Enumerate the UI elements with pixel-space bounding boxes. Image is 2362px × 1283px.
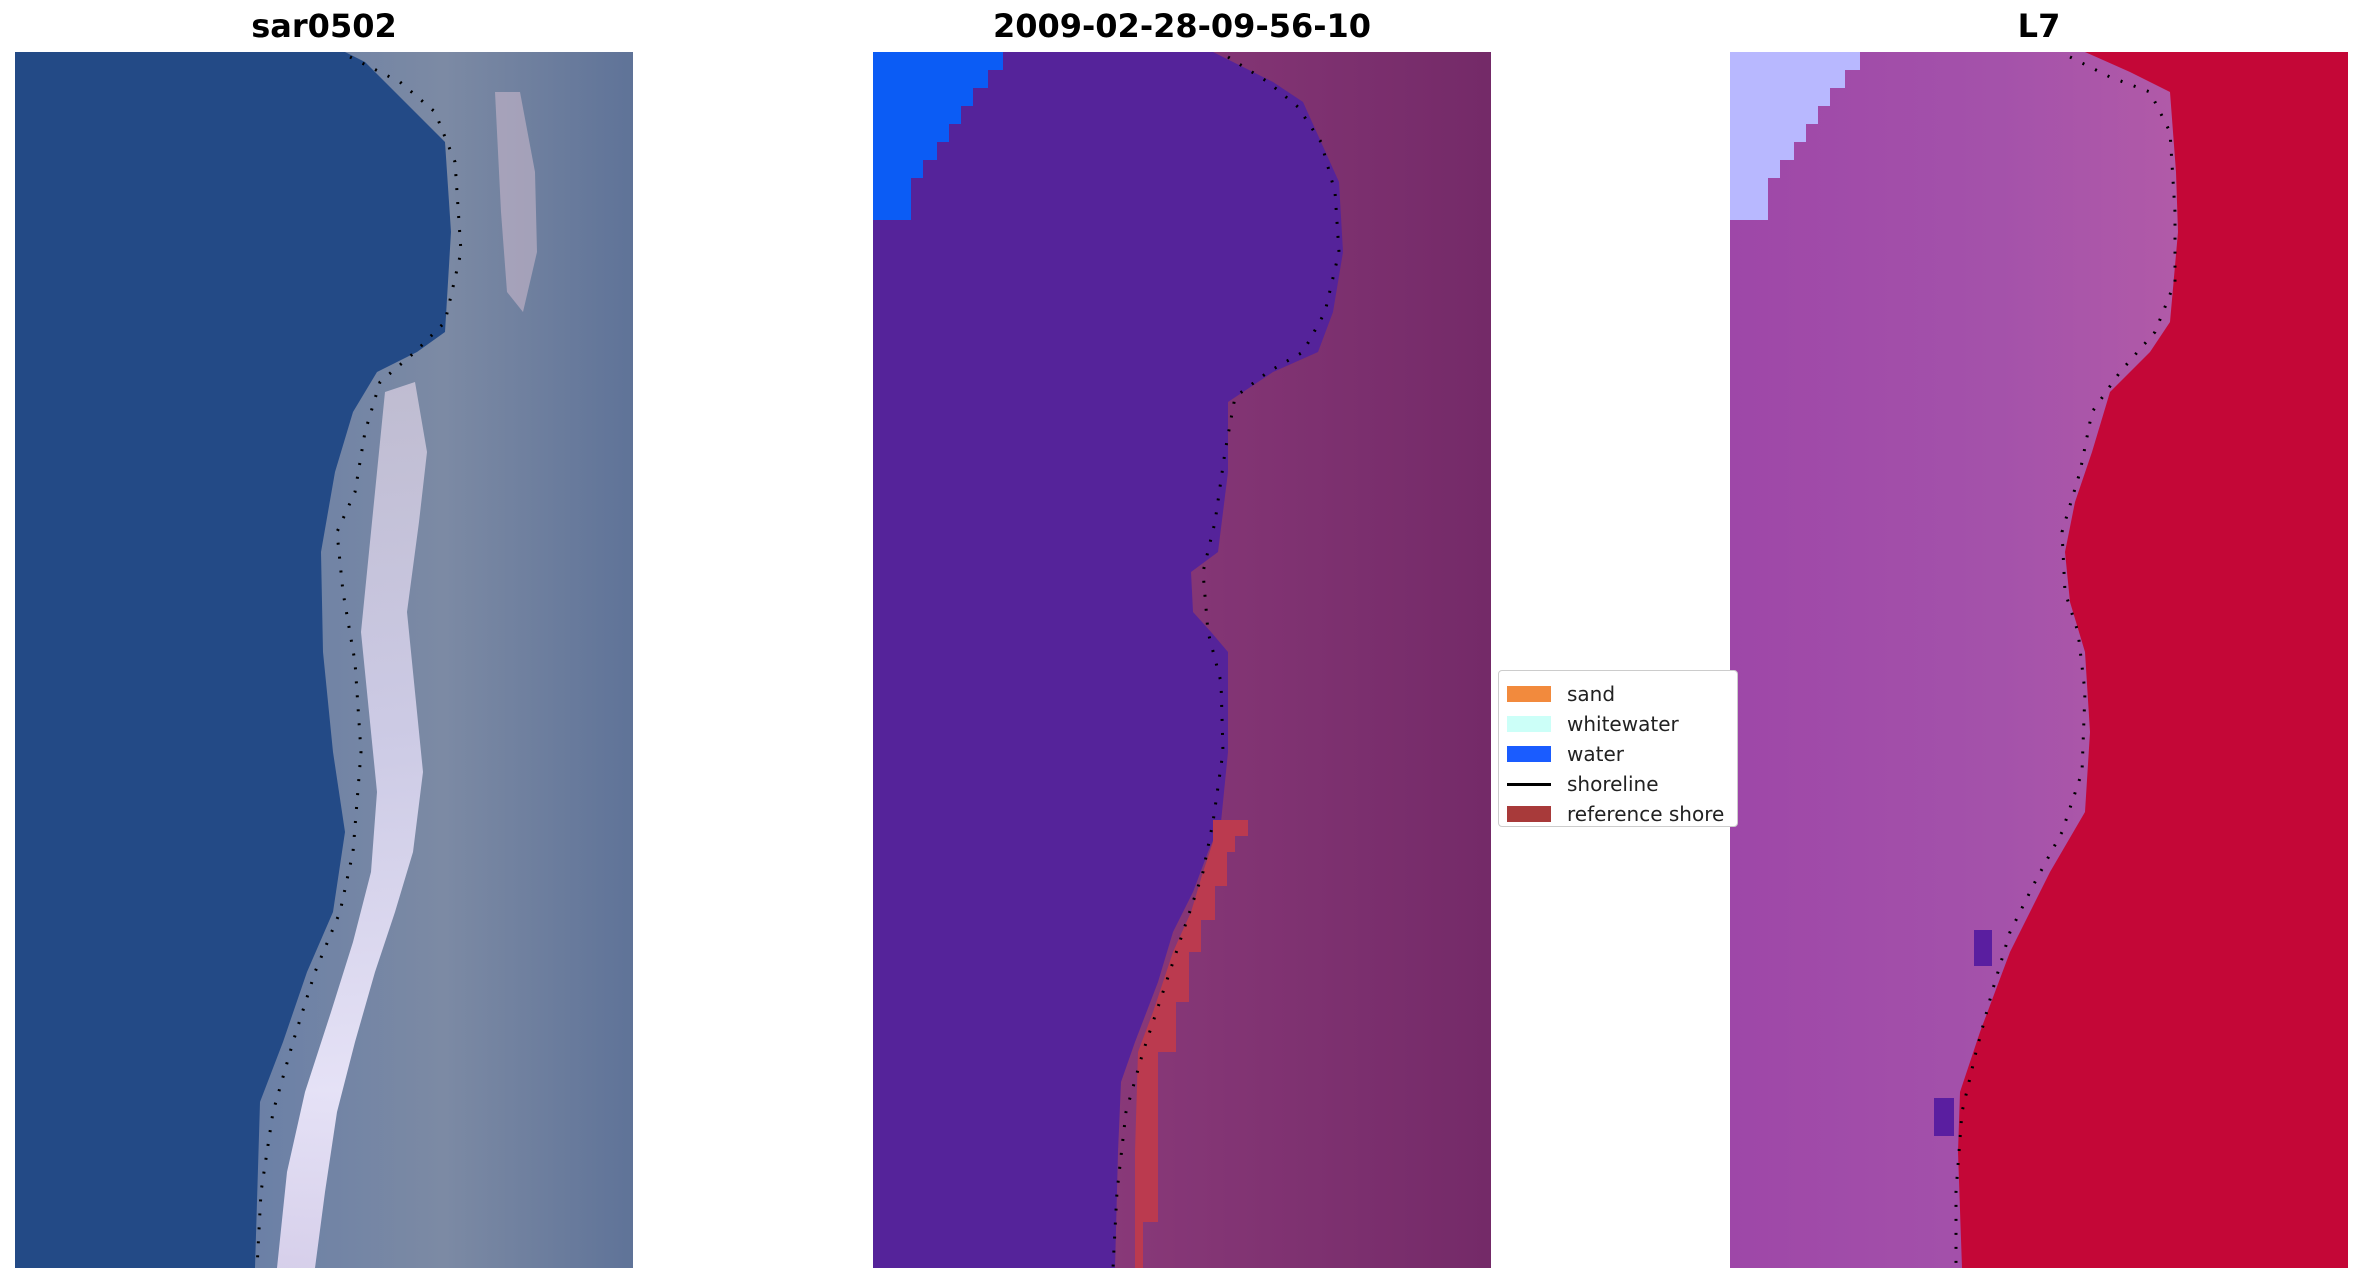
legend-swatch-icon <box>1507 686 1551 702</box>
panel-title-rgb: sar0502 <box>251 7 397 45</box>
legend-item-shoreline: shoreline <box>1507 769 1737 799</box>
class-water-area <box>873 52 1343 1268</box>
classification-image <box>873 52 1491 1268</box>
rgb-image <box>15 52 633 1268</box>
class-water-bright <box>873 52 1003 220</box>
legend-label: shoreline <box>1567 772 1659 796</box>
index-image <box>1730 52 2348 1268</box>
index-panel <box>1730 52 2348 1268</box>
legend-label: sand <box>1567 682 1616 706</box>
rgb-inland-streak <box>495 92 537 312</box>
legend-swatch-icon <box>1507 716 1551 732</box>
rgb-image-panel <box>15 52 633 1268</box>
class-reference-shore <box>1135 820 1248 1268</box>
legend-label: whitewater <box>1567 712 1679 736</box>
legend-item-whitewater: whitewater <box>1507 709 1737 739</box>
legend-label: water <box>1567 742 1624 766</box>
legend-item-sand: sand <box>1507 679 1737 709</box>
legend-swatch-icon <box>1507 746 1551 762</box>
legend-line-icon <box>1507 782 1551 786</box>
index-water-light <box>1730 52 1860 220</box>
panel-title-index: L7 <box>2017 7 2061 45</box>
index-dark-patch-2 <box>1934 1098 1954 1136</box>
index-water-area <box>1730 52 2178 1268</box>
legend-item-reference-shore: reference shore <box>1507 799 1737 826</box>
legend-swatch-icon <box>1507 806 1551 822</box>
panel-title-classification: 2009-02-28-09-56-10 <box>992 7 1372 45</box>
legend-label: reference shore <box>1567 802 1725 826</box>
rgb-beach-strip <box>277 382 427 1268</box>
index-dark-patch-1 <box>1974 930 1992 966</box>
classification-panel <box>873 52 1491 1268</box>
legend-item-water: water <box>1507 739 1737 769</box>
legend: sand whitewater water shoreline reference sh… <box>1498 670 1738 827</box>
